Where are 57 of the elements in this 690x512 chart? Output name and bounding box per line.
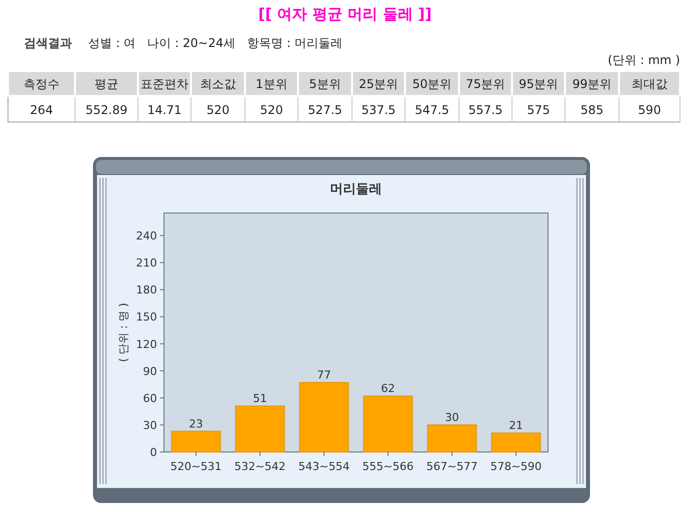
y-tick-label: 150 xyxy=(136,310,157,324)
data-label: 585 xyxy=(580,103,604,117)
y-axis-title: ( 단위 : 명 ) xyxy=(117,302,130,362)
text: 검색결과 xyxy=(24,36,72,50)
data-label: 51 xyxy=(253,392,267,406)
data-label: 264 xyxy=(30,103,53,117)
x-tick-label: 543~554 xyxy=(298,460,350,473)
category-label: 1분위 xyxy=(256,77,288,91)
category-label: 측정수 xyxy=(24,77,60,91)
category-label: 최소값 xyxy=(200,77,236,91)
y-tick-label: 240 xyxy=(136,230,157,243)
y-tick-label: 60 xyxy=(143,392,157,405)
bar xyxy=(491,432,541,452)
x-tick-label: 567~577 xyxy=(426,460,478,473)
data-label: 62 xyxy=(381,382,395,396)
data-label: 527.5 xyxy=(308,103,342,117)
data-label: 575 xyxy=(527,103,550,117)
data-label: 14.71 xyxy=(147,103,182,117)
chart-title: 머리둘레 xyxy=(330,182,382,197)
data-label: 520 xyxy=(206,103,230,117)
category-label: 25분위 xyxy=(358,77,398,91)
x-tick-label: 532~542 xyxy=(234,460,286,473)
y-tick-label: 0 xyxy=(150,446,157,459)
text: (단위 : mm ) xyxy=(608,53,680,67)
y-tick-label: 210 xyxy=(136,256,157,270)
category-label: 평균 xyxy=(94,77,118,91)
data-label: 552.89 xyxy=(86,103,128,117)
bar xyxy=(171,430,221,452)
x-tick-label: 578~590 xyxy=(490,460,542,473)
data-label: 520 xyxy=(260,103,283,117)
bar xyxy=(299,382,349,452)
data-label: 537.5 xyxy=(361,103,396,117)
bar xyxy=(427,424,477,452)
data-label: 21 xyxy=(509,419,523,432)
x-tick-label: 520~531 xyxy=(170,460,222,473)
data-label: 547.5 xyxy=(414,103,450,117)
bar xyxy=(363,396,413,452)
data-label: 23 xyxy=(189,417,203,430)
text: 성별 : 여 나이 : 20~24세 항목명 : 머리둘레 xyxy=(88,36,342,50)
data-label: 557.5 xyxy=(468,103,503,117)
category-label: 5분위 xyxy=(309,77,341,91)
y-tick-label: 30 xyxy=(143,418,157,432)
text: [[ 여자 평균 머리 둘레 ]] xyxy=(258,5,432,23)
y-tick-label: 90 xyxy=(143,364,157,378)
category-label: 최대값 xyxy=(632,77,668,91)
category-label: 75분위 xyxy=(466,77,506,91)
y-tick-label: 180 xyxy=(136,284,157,297)
category-label: 표준편차 xyxy=(140,77,188,91)
category-label: 50분위 xyxy=(412,77,452,91)
category-label: 95분위 xyxy=(518,77,558,91)
y-tick-label: 120 xyxy=(136,338,157,351)
data-label: 30 xyxy=(445,410,459,424)
x-tick-label: 555~566 xyxy=(362,460,414,473)
data-label: 590 xyxy=(638,103,661,117)
data-label: 77 xyxy=(317,368,331,382)
category-label: 99분위 xyxy=(572,77,612,91)
bar xyxy=(235,406,285,452)
